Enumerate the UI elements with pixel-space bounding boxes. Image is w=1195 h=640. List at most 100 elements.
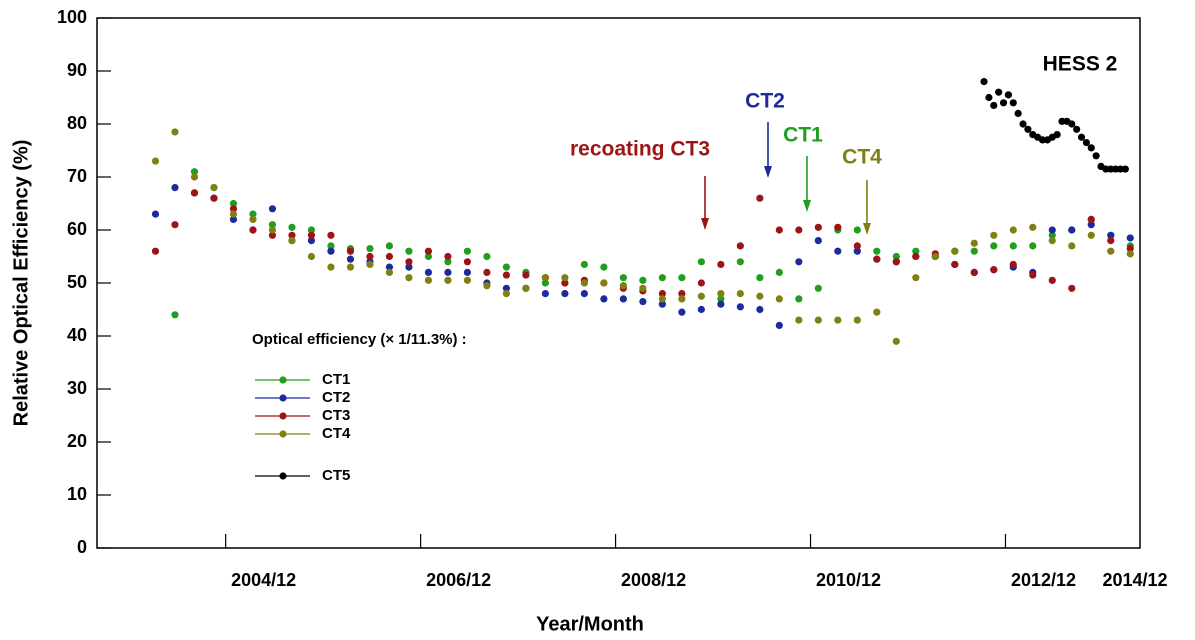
data-point [814,316,822,324]
data-point [346,263,355,271]
data-point [249,226,257,234]
data-point [756,274,764,282]
data-point [541,290,549,298]
data-point [639,276,647,284]
data-point [463,258,472,266]
data-point [288,223,296,231]
data-point [775,226,783,234]
data-point [985,93,993,102]
annotation-arrowhead [803,200,811,212]
data-point [1053,131,1061,139]
data-point [249,215,257,223]
data-point [210,194,218,202]
data-point [444,268,452,276]
data-point [814,284,822,292]
y-tick-label: 60 [67,219,87,239]
data-point [658,274,666,282]
data-point [249,210,257,218]
data-point [678,295,686,303]
data-point [697,258,705,266]
data-point [1029,242,1037,250]
data-point [1048,237,1056,245]
x-tick-label: 2014/12 [1102,570,1167,590]
data-point [999,99,1008,107]
annotation: recoating CT3 [570,138,710,161]
data-point [444,276,452,284]
data-point [1009,226,1017,234]
data-point [151,210,160,218]
data-point [307,226,316,234]
data-point [327,231,335,239]
data-point [424,247,433,255]
x-tick-label: 2008/12 [621,570,686,590]
annotation: CT2 [745,90,785,113]
data-point [736,303,744,311]
data-point [912,247,920,255]
data-point [405,247,413,255]
data-point [385,263,394,271]
data-point [366,260,374,269]
legend-title: Optical efficiency (× 1/11.3%) : [252,331,467,348]
data-point [931,252,939,261]
data-point [853,242,861,250]
data-point [970,247,978,255]
data-point [483,252,491,261]
data-point [502,284,511,292]
data-point [346,255,355,263]
data-point [756,194,764,202]
data-point [619,295,627,303]
data-point [424,268,433,276]
data-point [658,290,666,298]
data-point [288,231,296,239]
data-point [171,311,179,319]
legend-marker [279,430,287,438]
data-point [600,295,608,303]
data-point [171,184,179,192]
annotation: CT4 [842,146,882,169]
data-point [151,247,160,255]
data-point [697,279,705,287]
data-point [1024,125,1032,133]
data-point [522,284,530,292]
data-point [951,247,959,255]
data-point [307,231,316,239]
data-point [736,290,744,298]
data-point [756,305,764,314]
data-point [619,282,627,290]
data-point [268,226,277,234]
x-tick-label: 2010/12 [816,570,881,590]
data-point [1073,125,1081,133]
annotation-arrowhead [863,223,871,235]
legend-marker [279,472,287,480]
data-point [834,316,842,324]
data-point [229,199,238,208]
plot-frame [96,17,1141,549]
data-point [678,308,686,316]
data-point [1068,226,1076,234]
data-point [1019,120,1027,128]
data-point [892,258,900,266]
data-point [1092,152,1100,160]
data-point [288,237,296,245]
annotation-arrowhead [764,166,772,178]
data-point [385,242,394,250]
data-point [600,263,608,271]
legend-marker [279,394,287,402]
legend-label: CT4 [322,425,351,442]
data-point [1126,244,1134,253]
y-axis-title: Relative Optical Efficiency (%) [10,140,32,427]
y-tick-label: 90 [67,60,87,80]
data-point [1068,242,1076,250]
data-point [502,271,511,279]
data-point [346,247,355,255]
data-point [171,221,179,229]
data-point [990,101,998,110]
data-point [463,276,472,284]
data-point [1014,109,1022,117]
data-point [600,279,608,287]
data-point [190,168,199,176]
y-tick-label: 40 [67,325,87,345]
data-point [522,271,530,279]
data-point [1126,234,1134,242]
